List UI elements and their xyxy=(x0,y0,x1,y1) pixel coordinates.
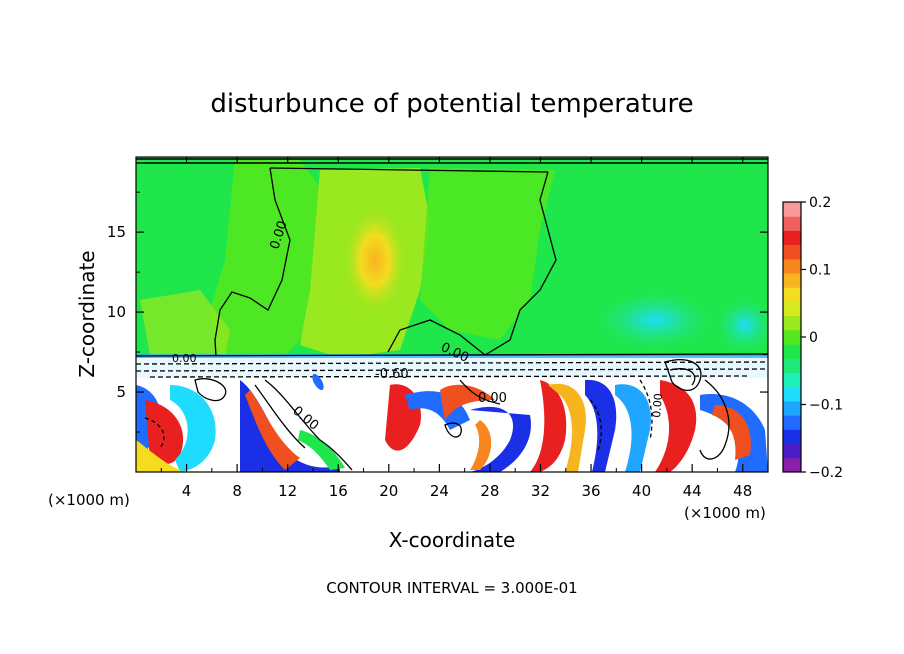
x-axis-title: X-coordinate xyxy=(389,528,516,552)
colorbar-swatch xyxy=(783,202,801,217)
colorbar-swatch xyxy=(783,329,801,345)
colorbar-swatch xyxy=(783,344,801,359)
plot-area: 0.00 -0.60 0.00 0.00 0.00 0.00 0.00 xyxy=(136,157,768,472)
x-tick-label: 16 xyxy=(329,482,348,500)
y-axis: 5 10 15 xyxy=(107,191,768,433)
chart-title: disturbunce of potential temperature xyxy=(210,89,693,119)
x-tick-label: 20 xyxy=(379,482,398,500)
y-axis-title: Z-coordinate xyxy=(75,250,99,377)
y-tick-label: 15 xyxy=(107,223,126,241)
colorbar-tick-label: −0.2 xyxy=(809,465,843,481)
colorbar-tick-label: −0.1 xyxy=(809,398,843,414)
contour-label: 0.00 xyxy=(172,352,197,365)
lower-cells xyxy=(136,379,768,472)
colorbar-tick-label: 0.1 xyxy=(809,263,831,279)
x-tick-label: 36 xyxy=(581,482,600,500)
contour-zero-left xyxy=(214,167,291,357)
x-tick-label: 24 xyxy=(430,482,449,500)
cyan-patch-2 xyxy=(715,297,768,353)
cyan-patch xyxy=(595,290,715,350)
left-yellow xyxy=(140,290,230,356)
warm-plume xyxy=(210,160,335,360)
x-tick-label: 44 xyxy=(683,482,702,500)
colorbar-swatch xyxy=(783,301,801,317)
colorbar-swatch xyxy=(783,273,801,288)
inversion-dashed-1 xyxy=(136,361,768,365)
colorbar-swatch xyxy=(783,287,801,302)
x-unit-left: (×1000 m) xyxy=(48,491,130,509)
contour-zero-right xyxy=(387,171,557,356)
contours xyxy=(136,158,768,471)
x-tick-label: 4 xyxy=(182,482,192,500)
colorbar-swatch xyxy=(783,230,801,246)
cell-small xyxy=(312,373,324,391)
colorbar-swatch xyxy=(783,216,801,231)
x-tick-label: 28 xyxy=(480,482,499,500)
colorbar: 0.2 0.1 0 −0.1 −0.2 xyxy=(782,195,843,481)
contour-interval: CONTOUR INTERVAL = 3.000E-01 xyxy=(326,579,577,597)
colorbar-swatch xyxy=(783,429,801,445)
plot-frame xyxy=(135,156,769,473)
colorbar-swatch xyxy=(783,457,801,473)
colorbar-swatch xyxy=(783,315,801,331)
colorbar-swatch xyxy=(783,443,801,459)
colorbar-tick-label: 0 xyxy=(809,330,818,346)
x-tick-label: 8 xyxy=(232,482,242,500)
inversion-line xyxy=(136,353,768,357)
inversion-band xyxy=(136,356,768,378)
x-tick-label: 32 xyxy=(531,482,550,500)
x-axis: 4 8 12 16 20 24 28 32 36 40 44 48 xyxy=(160,157,752,500)
colorbar-swatch xyxy=(783,386,801,402)
contour-zero-top xyxy=(269,167,549,173)
x-tick-label: 12 xyxy=(278,482,297,500)
colorbar-swatch xyxy=(783,244,801,260)
y-tick-label: 5 xyxy=(116,383,126,401)
inversion-edge xyxy=(136,354,768,358)
x-tick-label: 48 xyxy=(733,482,752,500)
x-unit-right: (×1000 m) xyxy=(684,504,766,522)
colorbar-swatch xyxy=(783,400,801,416)
y-tick-label: 10 xyxy=(107,303,126,321)
inversion-dashed-2 xyxy=(136,368,768,372)
contour-label: 0.00 xyxy=(650,393,665,419)
colorbar-swatch xyxy=(783,258,801,274)
warm-blob xyxy=(343,205,407,315)
inversion-dashed-3 xyxy=(149,375,751,378)
contour-label: -0.60 xyxy=(375,367,409,382)
colorbar-swatch xyxy=(783,372,801,388)
right-region xyxy=(420,168,555,340)
colorbar-swatch xyxy=(783,358,801,374)
top-boundary xyxy=(136,158,768,164)
colorbar-tick-label: 0.2 xyxy=(809,195,831,211)
contour-label: 0.00 xyxy=(478,391,507,406)
colorbar-swatch xyxy=(783,415,801,430)
x-tick-label: 40 xyxy=(632,482,651,500)
